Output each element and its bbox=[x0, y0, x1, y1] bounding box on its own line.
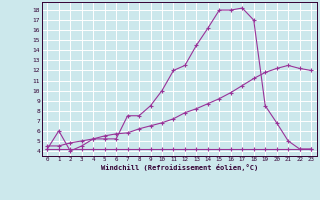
X-axis label: Windchill (Refroidissement éolien,°C): Windchill (Refroidissement éolien,°C) bbox=[100, 164, 258, 171]
